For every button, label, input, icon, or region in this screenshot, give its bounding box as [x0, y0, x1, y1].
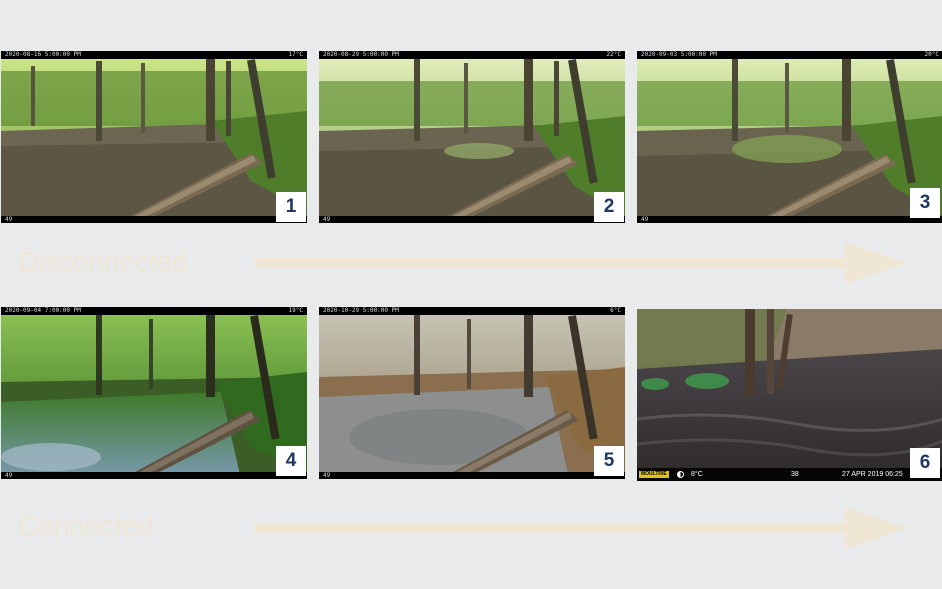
panel-number-5: 5: [594, 446, 624, 476]
frame-number: 38: [791, 471, 799, 478]
frame-bar: 49: [1, 216, 307, 223]
row-label-disconnected: Disconnected: [18, 246, 188, 277]
temperature: 22°C: [606, 51, 621, 58]
frame-number: 49: [5, 216, 13, 223]
photo-panel-2: 2020-08-29 5:00:00 PM 22°C 49: [319, 51, 625, 223]
timestamp: 2020-09-04 7:00:00 PM: [5, 307, 81, 314]
timestamp: 2020-08-16 5:00:00 PM: [5, 51, 81, 58]
temperature: 17°C: [288, 51, 303, 58]
temperature: 20°C: [924, 51, 939, 58]
frame-bar: 49: [319, 216, 625, 223]
frame-bar: 49: [637, 216, 942, 223]
camera-info-bar: MOULTRIE 8°C 38 27 APR 2019 06:25: [637, 468, 942, 481]
temperature: 8°C: [691, 471, 703, 478]
frame-number: 49: [323, 472, 331, 479]
arrow-connected: [255, 507, 907, 549]
timestamp-bar: 2020-09-03 5:00:00 PM 20°C: [637, 51, 942, 59]
frame-number: 49: [323, 216, 331, 223]
panel-number-4: 4: [276, 446, 306, 476]
photo-panel-4: 2020-09-04 7:00:00 PM 19°C 49: [1, 307, 307, 479]
photo-panel-5: 2020-10-29 5:00:00 PM 6°C 49: [319, 307, 625, 479]
timestamp-bar: 2020-08-29 5:00:00 PM 22°C: [319, 51, 625, 59]
frame-number: 49: [5, 472, 13, 479]
timestamp: 2020-08-29 5:00:00 PM: [323, 51, 399, 58]
photo-panel-3: 2020-09-03 5:00:00 PM 20°C 49: [637, 51, 942, 223]
panel-number-6: 6: [910, 448, 940, 478]
panel-number-1: 1: [276, 192, 306, 222]
timestamp: 2020-10-29 5:00:00 PM: [323, 307, 399, 314]
date-time: 27 APR 2019 06:25: [842, 471, 903, 478]
photo-panel-1: 2020-08-16 5:00:00 PM 17°C 49: [1, 51, 307, 223]
frame-bar: 49: [319, 472, 625, 479]
arrow-disconnected: [255, 242, 907, 284]
timestamp-bar: 2020-09-04 7:00:00 PM 19°C: [1, 307, 307, 315]
panel-number-3: 3: [910, 188, 940, 218]
moon-phase-icon: [677, 471, 684, 478]
row-label-connected: Connected: [18, 510, 154, 541]
frame-bar: 49: [1, 472, 307, 479]
timestamp-bar: 2020-08-16 5:00:00 PM 17°C: [1, 51, 307, 59]
panel-number-2: 2: [594, 192, 624, 222]
camera-brand-logo: MOULTRIE: [639, 471, 669, 478]
temperature: 19°C: [288, 307, 303, 314]
photo-panel-6: MOULTRIE 8°C 38 27 APR 2019 06:25: [637, 309, 942, 481]
frame-number: 49: [641, 216, 649, 223]
timestamp: 2020-09-03 5:00:00 PM: [641, 51, 717, 58]
temperature: 6°C: [610, 307, 621, 314]
timestamp-bar: 2020-10-29 5:00:00 PM 6°C: [319, 307, 625, 315]
